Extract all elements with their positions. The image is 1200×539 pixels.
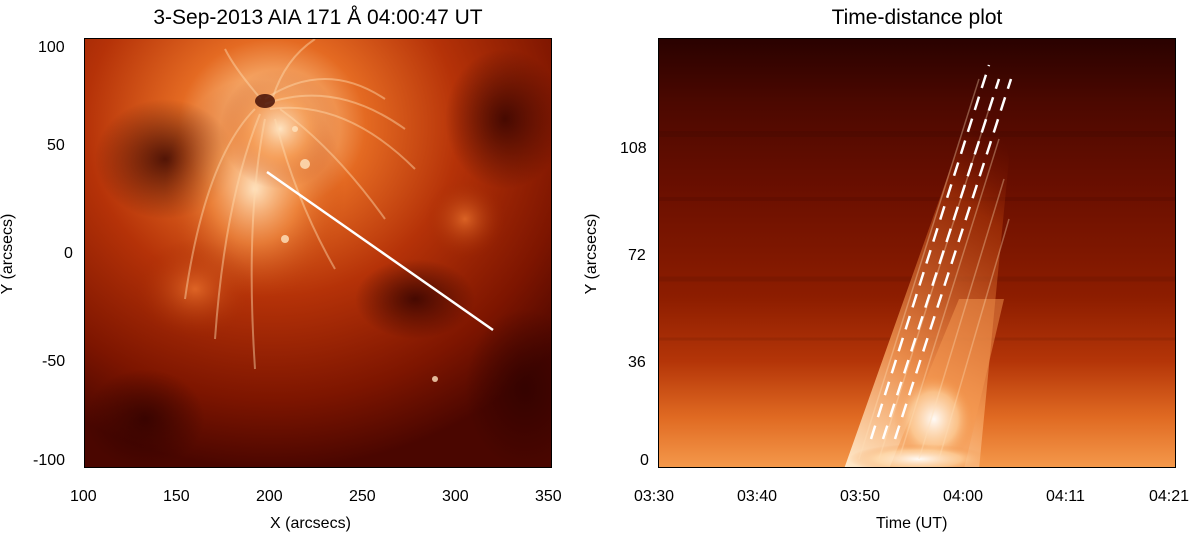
- right-ytick: 108: [620, 140, 647, 157]
- left-ytick: -100: [33, 452, 66, 469]
- left-ytick: 50: [47, 137, 65, 154]
- right-panel-title: Time-distance plot: [831, 6, 1003, 29]
- right-ytick: 0: [640, 452, 649, 469]
- left-panel-title: 3-Sep-2013 AIA 171 Å 04:00:47 UT: [153, 6, 483, 29]
- left-ylabel: Y (arcsecs): [0, 213, 16, 295]
- right-xtick: 03:30: [634, 488, 675, 505]
- left-xtick: 300: [442, 488, 469, 505]
- right-xtick: 03:40: [737, 488, 778, 505]
- dashed-guide-line: [881, 78, 1001, 440]
- right-ytick: 72: [628, 247, 646, 264]
- dashed-guide-line: [869, 64, 991, 440]
- aia-image-svg: [85, 39, 551, 467]
- dashed-guide-line: [893, 78, 1013, 440]
- right-ylabel: Y (arcsecs): [583, 213, 600, 295]
- dashed-guides: [869, 64, 1013, 440]
- slit-line: [266, 170, 494, 332]
- left-ytick: -50: [42, 353, 66, 370]
- left-xtick: 100: [70, 488, 97, 505]
- right-xtick: 04:00: [943, 488, 984, 505]
- left-xtick: 250: [349, 488, 376, 505]
- left-xtick: 350: [535, 488, 562, 505]
- aia-image: [84, 38, 552, 468]
- right-xtick: 03:50: [840, 488, 881, 505]
- left-xtick: 200: [256, 488, 283, 505]
- left-xtick: 150: [163, 488, 190, 505]
- left-ytick: 0: [64, 245, 73, 262]
- right-xtick: 04:21: [1149, 488, 1190, 505]
- right-xlabel: Time (UT): [876, 515, 948, 532]
- left-ytick: 100: [38, 39, 65, 56]
- right-xtick: 04:11: [1046, 488, 1085, 505]
- time-distance-image: [658, 38, 1176, 468]
- right-ytick: 36: [628, 354, 646, 371]
- left-xlabel: X (arcsecs): [270, 515, 351, 532]
- time-distance-svg: [659, 39, 1175, 467]
